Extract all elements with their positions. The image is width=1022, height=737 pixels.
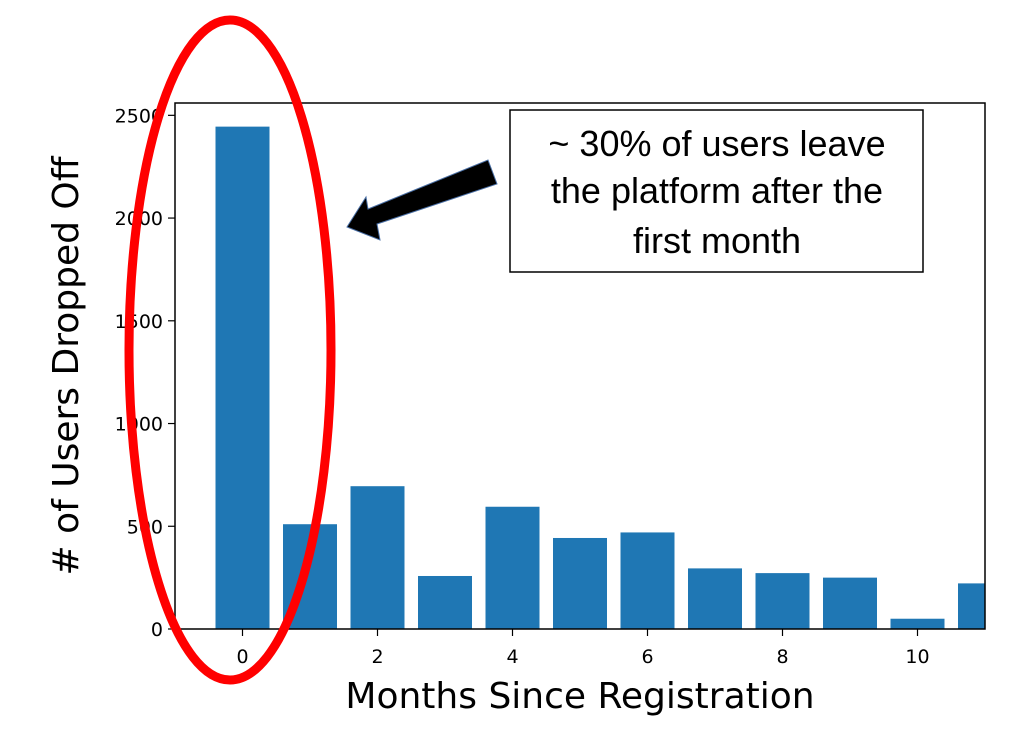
bar-month-9: [823, 577, 877, 629]
bar-month-8: [755, 573, 810, 629]
arrow-pointer: [346, 159, 498, 241]
x-tick-label: 0: [236, 646, 248, 668]
x-tick-label: 2: [371, 646, 383, 668]
bar-month-10: [890, 618, 945, 629]
annotation-line-3: first month: [633, 220, 801, 261]
x-tick-label: 4: [506, 646, 518, 668]
y-axis-label: # of Users Dropped Off: [46, 155, 87, 575]
bar-month-0: [215, 126, 270, 629]
bars-group: [215, 126, 985, 629]
bar-month-5: [553, 537, 607, 629]
bar-month-7: [688, 568, 742, 629]
plot-area-frame: [174, 102, 986, 630]
x-tick-label: 10: [905, 646, 929, 668]
x-tick-label: 8: [776, 646, 788, 668]
annotation-callout: ~ 30% of users leave the platform after …: [509, 109, 924, 273]
bar-month-2: [350, 486, 405, 629]
bar-month-3: [418, 575, 472, 629]
annotation-box: [509, 109, 924, 273]
y-tick-label: 2500: [115, 105, 163, 127]
x-tick-label: 6: [641, 646, 653, 668]
bar-month-6: [620, 532, 675, 629]
bar-month-4: [485, 506, 540, 629]
y-tick-label: 0: [151, 619, 163, 641]
x-axis-label: Months Since Registration: [345, 676, 814, 717]
bar-month-11: [958, 583, 985, 629]
x-axis-ticks: 0 2 4 6 8 10: [236, 629, 930, 668]
highlight-ellipse: [124, 15, 336, 685]
annotation-line-2: the platform after the: [551, 170, 883, 211]
y-tick-label: 1000: [115, 414, 163, 436]
annotation-line-1: ~ 30% of users leave: [548, 123, 885, 164]
y-tick-label: 1500: [115, 311, 163, 333]
